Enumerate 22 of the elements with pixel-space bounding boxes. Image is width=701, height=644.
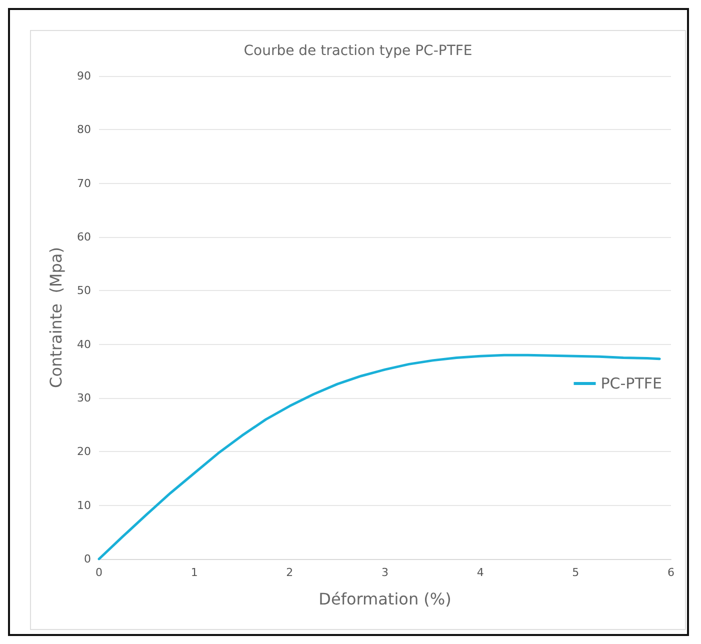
y-tick-label: 0 xyxy=(84,552,91,566)
x-tick-label: 4 xyxy=(476,566,484,579)
y-tick-label: 40 xyxy=(77,338,91,351)
line-series xyxy=(98,354,661,560)
y-tick-label: 30 xyxy=(77,392,91,404)
x-tick-label: 5 xyxy=(572,566,580,579)
x-tick-label: 2 xyxy=(286,566,294,579)
x-axis-title: Déformation (%) xyxy=(318,590,452,608)
y-axis-title: Contrainte (Mpa) xyxy=(46,247,66,388)
x-tick-label: 6 xyxy=(668,566,674,579)
y-tick-label: 90 xyxy=(77,70,91,82)
y-tick-label: 80 xyxy=(77,123,91,136)
x-tick-label: 1 xyxy=(190,566,198,579)
chart-title: Courbe de traction type PC-PTFE xyxy=(244,43,472,59)
x-tick-label: 0 xyxy=(96,566,102,579)
legend-label: PC-PTFE xyxy=(600,374,662,392)
y-tick-label: 50 xyxy=(77,284,91,298)
y-tick-label: 20 xyxy=(77,445,91,458)
y-tick-label: 60 xyxy=(77,230,91,244)
y-tick-label: 70 xyxy=(77,176,91,190)
y-tick-label: 10 xyxy=(77,498,91,512)
x-tick-label: 3 xyxy=(382,566,388,579)
